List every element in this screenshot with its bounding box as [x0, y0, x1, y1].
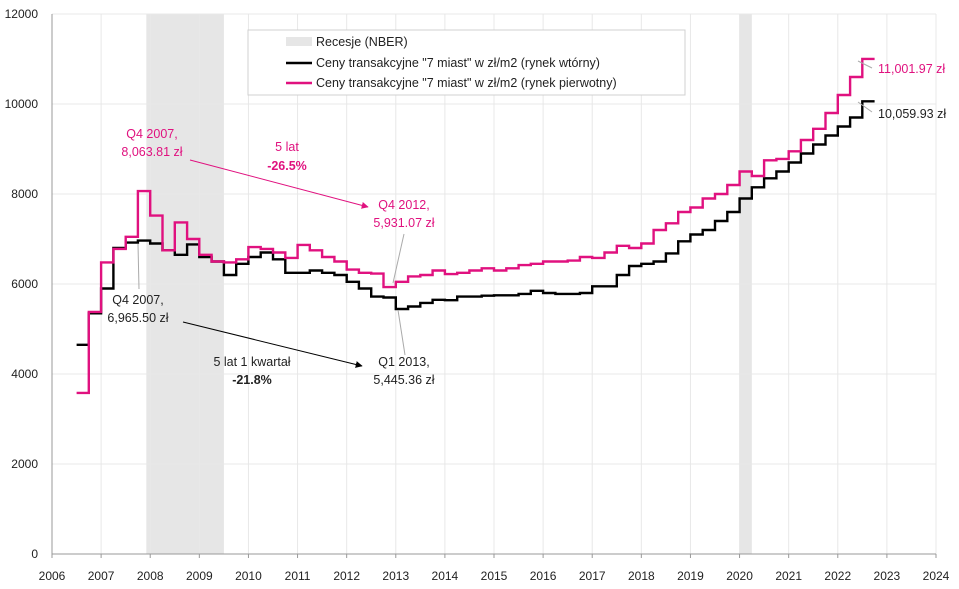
leader-secondary-peak	[137, 243, 140, 290]
annotation-last-primary: 11,001.97 zł	[878, 62, 945, 76]
legend: Recesje (NBER) Ceny transakcyjne "7 mias…	[247, 29, 686, 96]
arrow-primary-peak-to-trough	[189, 159, 369, 209]
x-tick-label-2012: 2012	[333, 569, 360, 583]
arrow-secondary-peak-to-trough	[182, 321, 363, 368]
annotation-change-secondary-line1: 5 lat 1 kwartał	[213, 355, 290, 369]
annotation-peak-secondary-line2: 6,965.50 zł	[107, 311, 168, 325]
legend-swatch-recession	[286, 37, 312, 46]
x-tick-label-2011: 2011	[285, 569, 311, 583]
leader-last-primary	[857, 60, 873, 69]
legend-box	[247, 29, 686, 96]
leader-primary-trough	[392, 233, 405, 284]
x-tick-label-2015: 2015	[481, 569, 508, 583]
x-tick-label-2018: 2018	[628, 569, 655, 583]
x-tick-label-2021: 2021	[775, 569, 802, 583]
annotation-peak-secondary-line1: Q4 2007,	[112, 293, 163, 307]
leader-last-secondary	[857, 101, 873, 113]
annotation-peak-primary-line2: 8,063.81 zł	[121, 145, 182, 159]
y-tick-label-6000: 6000	[11, 277, 38, 291]
x-tick-label-2017: 2017	[579, 569, 606, 583]
series-lines	[76, 57, 875, 395]
annotation-trough-secondary-line2: 5,445.36 zł	[373, 373, 434, 387]
x-tick-label-2010: 2010	[235, 569, 262, 583]
annotation-trough-primary-line2: 5,931.07 zł	[373, 216, 434, 230]
y-tick-label-4000: 4000	[11, 367, 38, 381]
leader-secondary-trough	[397, 309, 406, 356]
x-tick-label-2014: 2014	[432, 569, 459, 583]
x-axis-ticks: 2006 2007 2008 2009 2010 2011 2012 2013 2014 2015…	[39, 554, 950, 583]
x-tick-label-2013: 2013	[382, 569, 409, 583]
annotation-peak-primary-line1: Q4 2007,	[126, 127, 177, 141]
annotation-change-secondary-line2: -21.8%	[232, 373, 272, 387]
x-tick-label-2016: 2016	[530, 569, 557, 583]
x-tick-label-2007: 2007	[88, 569, 115, 583]
annotation-trough-secondary-line1: Q1 2013,	[378, 355, 429, 369]
y-tick-label-0: 0	[31, 547, 38, 561]
x-tick-label-2023: 2023	[874, 569, 901, 583]
legend-label-recession: Recesje (NBER)	[316, 35, 408, 49]
x-tick-label-2008: 2008	[137, 569, 164, 583]
series-line-primary	[76, 57, 875, 395]
annotation-change-primary-line1: 5 lat	[275, 140, 299, 154]
annotation-last-secondary: 10,059.93 zł	[878, 107, 946, 121]
annotation-lines	[137, 60, 873, 368]
series-line-secondary	[76, 100, 875, 346]
y-tick-label-2000: 2000	[11, 457, 38, 471]
legend-label-secondary: Ceny transakcyjne "7 miast" w zł/m2 (ryn…	[316, 56, 600, 70]
y-tick-label-12000: 12000	[5, 7, 39, 21]
legend-label-primary: Ceny transakcyjne "7 miast" w zł/m2 (ryn…	[316, 76, 617, 90]
annotations: Q4 2007, 8,063.81 zł 5 lat -26.5% Q4 201…	[107, 62, 946, 387]
x-tick-label-2019: 2019	[677, 569, 704, 583]
x-tick-label-2020: 2020	[726, 569, 753, 583]
annotation-change-primary-line2: -26.5%	[267, 159, 307, 173]
x-tick-label-2024: 2024	[923, 569, 950, 583]
y-tick-label-8000: 8000	[11, 187, 38, 201]
y-tick-label-10000: 10000	[5, 97, 39, 111]
x-tick-label-2009: 2009	[186, 569, 213, 583]
annotation-trough-primary-line1: Q4 2012,	[378, 198, 429, 212]
x-tick-label-2006: 2006	[39, 569, 66, 583]
y-axis-ticks: 0 2000 4000 6000 8000 10000 12000	[5, 7, 39, 561]
x-tick-label-2022: 2022	[824, 569, 851, 583]
